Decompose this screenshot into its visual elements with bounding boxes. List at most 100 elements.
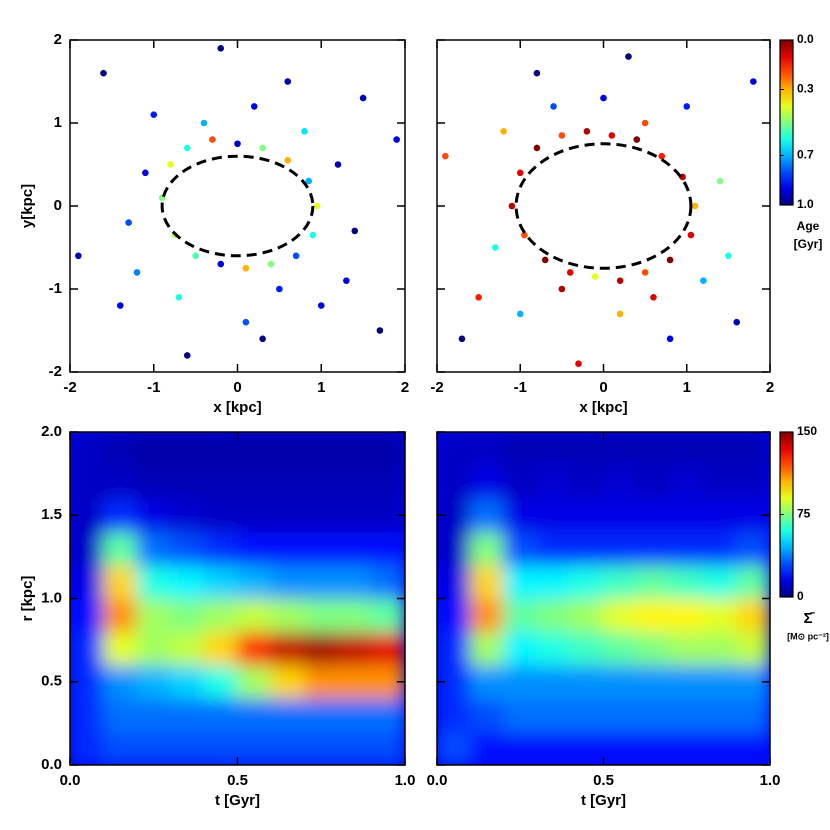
scatter-point (716, 177, 724, 185)
heatmap-cell (203, 697, 238, 733)
heatmap-cell (237, 664, 272, 699)
scatter-point (200, 119, 208, 127)
heatmap-cell (203, 564, 238, 599)
heatmap-cell (170, 531, 205, 566)
heatmap-cell (736, 697, 770, 733)
heatmap-cell (136, 598, 171, 633)
heatmap-cell (103, 631, 138, 666)
heatmap-cell (469, 498, 505, 533)
y-tick-label: 0.0 (41, 756, 62, 773)
scatter-point (234, 140, 241, 148)
heatmap-cell (136, 432, 171, 466)
scatter-point (491, 244, 499, 251)
scatter-point (242, 318, 250, 326)
y-axis-label: r [kpc] (19, 576, 36, 622)
scatter-point (608, 132, 616, 139)
scatter-point (733, 318, 740, 326)
heatmap-cell (203, 464, 238, 500)
heatmap-cell (603, 464, 638, 500)
heatmap-cell (636, 631, 671, 666)
heatmap-cell (337, 498, 372, 533)
scatter-point (317, 302, 325, 309)
scatter-point (591, 273, 599, 280)
heatmap-cell (170, 498, 205, 533)
heatmap-cell (469, 697, 505, 733)
colorbar-tick-label: 75 (797, 507, 811, 521)
scatter-point (641, 119, 649, 127)
heatmap-cells (70, 432, 405, 765)
colorbar-label: [Gyr] (794, 237, 823, 251)
heatmap-cell (203, 531, 238, 566)
x-tick-label: 1 (683, 379, 691, 396)
heatmap-cell (569, 432, 604, 466)
heatmap-cell (103, 697, 138, 733)
heatmap-cell (136, 731, 171, 765)
heatmap-cell (136, 464, 171, 500)
y-tick-label: 2.0 (41, 423, 62, 440)
heatmap-cell (503, 664, 538, 699)
colorbar-tick-label: 150 (797, 424, 817, 438)
heatmap-cell (569, 731, 604, 765)
scatter-point (458, 335, 466, 343)
x-tick-label: 0.5 (593, 772, 614, 789)
heatmap-cell (103, 731, 138, 765)
heatmap-cell (636, 564, 671, 599)
colorbar (779, 39, 794, 206)
scatter-point (616, 277, 624, 285)
x-tick-label: 0.0 (60, 772, 81, 789)
scatter-point (75, 252, 82, 260)
heatmap-cell (237, 731, 272, 765)
heatmap-cell (437, 598, 471, 633)
heatmap-cell (371, 531, 405, 566)
heatmap-cell (103, 531, 138, 566)
heatmap-cell (103, 598, 138, 633)
heatmap-cell (636, 531, 671, 566)
scatter-point (343, 277, 350, 285)
scatter-point (658, 152, 666, 160)
scatter-point (116, 302, 124, 309)
x-tick-label: -2 (63, 379, 76, 396)
y-tick-label: 0.5 (41, 673, 62, 690)
heatmap-cell (702, 697, 738, 733)
heatmap-cell (136, 697, 171, 733)
scatter-point (301, 128, 308, 135)
heatmap-cell (469, 564, 505, 599)
y-axis-label: y[kpc] (19, 184, 36, 228)
heatmap-cell (669, 498, 704, 533)
heatmap-cell (237, 598, 272, 633)
heatmap-cell (536, 631, 571, 666)
heatmap-cell (437, 531, 471, 566)
heatmap-cell (569, 631, 604, 666)
scatter-point (376, 327, 384, 334)
scatter-point (292, 252, 300, 260)
heatmap-cell (736, 731, 770, 765)
ring-ellipse (514, 142, 693, 270)
scatter-point (575, 360, 582, 368)
heatmap-cell (371, 598, 405, 633)
heatmap-cell (469, 598, 505, 633)
scatter-point (175, 294, 183, 301)
heatmap-cell (669, 564, 704, 599)
heatmap-cell (136, 631, 171, 666)
heatmap-cell (270, 697, 305, 733)
heatmap-cell (237, 432, 272, 466)
heatmap-cell (503, 531, 538, 566)
heatmap-cell (136, 664, 171, 699)
scatter-point (250, 103, 258, 110)
scatter-point (750, 78, 757, 85)
colorbar-tick-label: 1.0 (797, 197, 814, 211)
x-tick-label: 0 (233, 379, 241, 396)
colorbar-label: Σ̄ (803, 610, 815, 627)
scatter-point (242, 264, 250, 272)
heatmap-cell (669, 731, 704, 765)
heatmap-cell (469, 631, 505, 666)
heatmap-cell (371, 564, 405, 599)
heatmap-cell (503, 564, 538, 599)
heatmap-cell (103, 432, 138, 466)
heatmap-cell (270, 664, 305, 699)
heatmap-cell (437, 631, 471, 666)
scatter-point (267, 260, 275, 268)
heatmap-cell (170, 464, 205, 500)
scatter-point (725, 252, 732, 260)
scatter-point (683, 103, 691, 110)
